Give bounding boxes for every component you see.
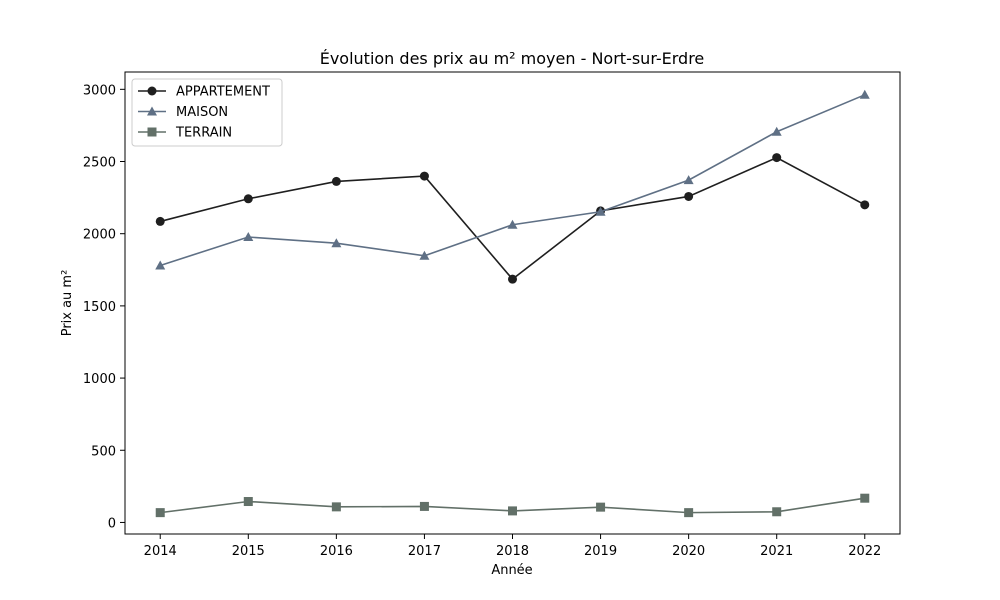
x-tick-label: 2022 — [848, 544, 881, 559]
data-point-maison — [771, 126, 782, 136]
chart-title: Évolution des prix au m² moyen - Nort-su… — [320, 49, 705, 68]
data-point-terrain — [596, 502, 606, 512]
x-tick-label: 2019 — [584, 544, 617, 559]
x-axis-label: Année — [491, 563, 532, 578]
legend: APPARTEMENT MAISON TERRAIN — [131, 78, 283, 147]
x-tick-label: 2018 — [496, 544, 529, 559]
data-point-terrain — [419, 501, 429, 511]
legend-item-terrain: TERRAIN — [138, 126, 232, 141]
data-point-maison — [331, 238, 342, 248]
data-point-maison — [595, 206, 606, 216]
data-point-maison — [155, 260, 166, 270]
x-tick-label: 2014 — [144, 544, 177, 559]
legend-label: TERRAIN — [175, 126, 232, 141]
series-maison — [155, 89, 870, 270]
legend-item-maison: MAISON — [138, 105, 228, 120]
y-tick-label: 2000 — [83, 228, 116, 243]
x-tick-label: 2021 — [760, 544, 793, 559]
data-point-terrain — [331, 502, 341, 512]
data-point-maison — [243, 232, 254, 242]
plot-area — [155, 89, 870, 518]
legend-marker — [147, 106, 157, 116]
data-point-terrain — [684, 508, 694, 518]
data-point-maison — [683, 175, 694, 185]
data-point-appartement — [772, 153, 782, 163]
data-point-terrain — [155, 508, 165, 518]
data-point-terrain — [772, 507, 782, 517]
x-axis: 2014 2015 2016 2017 2018 2019 2020 2021 2022 — [144, 534, 881, 559]
data-point-appartement — [243, 194, 253, 204]
data-point-appartement — [860, 200, 870, 210]
y-tick-label: 500 — [91, 444, 116, 459]
y-axis: 0 500 1000 1500 2000 2500 3000 — [83, 83, 125, 531]
legend-box — [131, 78, 283, 147]
x-tick-label: 2015 — [232, 544, 265, 559]
data-point-appartement — [684, 191, 694, 201]
y-tick-label: 1500 — [83, 300, 116, 315]
data-point-appartement — [419, 171, 429, 181]
y-tick-label: 0 — [108, 516, 116, 531]
legend-marker — [147, 127, 157, 137]
legend-marker — [147, 86, 157, 96]
x-tick-label: 2016 — [320, 544, 353, 559]
y-tick-label: 2500 — [83, 156, 116, 171]
data-point-maison — [419, 250, 430, 260]
x-tick-label: 2017 — [408, 544, 441, 559]
data-point-appartement — [155, 216, 165, 226]
data-point-maison — [859, 89, 870, 99]
data-point-terrain — [508, 506, 517, 516]
legend-item-appartement: APPARTEMENT — [138, 85, 270, 100]
data-point-maison — [507, 219, 518, 229]
y-tick-label: 3000 — [83, 83, 116, 98]
legend-label: APPARTEMENT — [176, 85, 270, 100]
series-terrain — [155, 493, 870, 518]
x-tick-label: 2020 — [672, 544, 705, 559]
data-point-appartement — [331, 176, 341, 186]
data-point-terrain — [860, 493, 870, 503]
data-point-appartement — [508, 274, 517, 284]
y-axis-label: Prix au m² — [60, 270, 75, 337]
legend-label: MAISON — [176, 105, 228, 120]
data-point-terrain — [243, 497, 253, 507]
y-tick-label: 1000 — [83, 372, 116, 387]
